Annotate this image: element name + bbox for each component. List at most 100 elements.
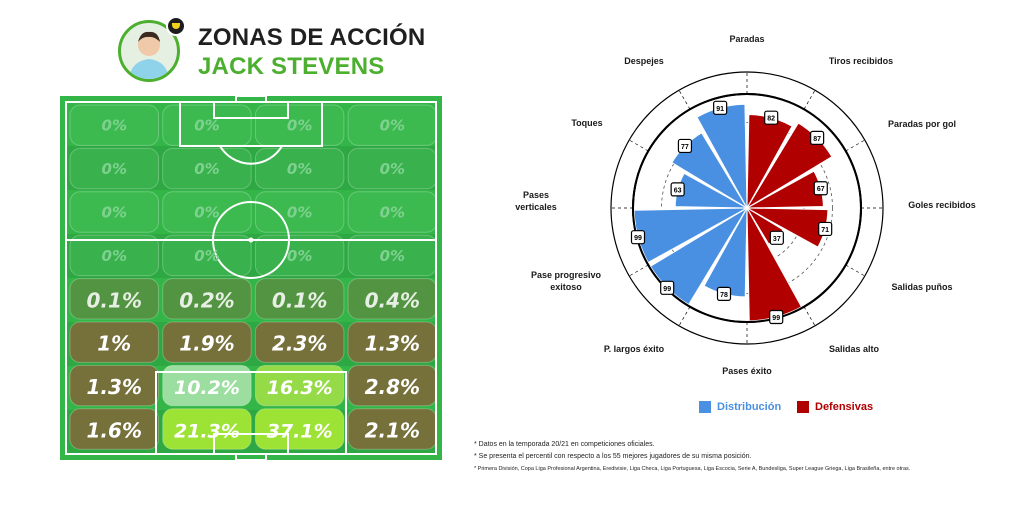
zone-value: 1.3%: [365, 332, 420, 356]
zone-cell: [69, 278, 159, 320]
zone-value: 1%: [97, 332, 131, 356]
zone-value: 0.1%: [272, 288, 327, 312]
radar-value: 71: [821, 227, 829, 234]
zone-value: 0%: [287, 117, 312, 135]
legend-item-defensivas: Defensivas: [797, 401, 873, 413]
zone-value: 2.3%: [272, 332, 327, 356]
radar-axis-label: Paradas por gol: [888, 119, 956, 129]
radar-axis-label: Despejes: [624, 56, 664, 66]
zone-cell: [254, 278, 345, 320]
radar-value-badge: 99: [630, 230, 646, 245]
zone-cell: [69, 191, 159, 233]
zone-cell: [162, 408, 252, 450]
zone-cell: [162, 321, 252, 363]
radar-separator: [803, 90, 816, 110]
legend-label-defensivas: Defensivas: [815, 401, 874, 413]
zone-cell: [162, 191, 252, 233]
radar-value: 99: [663, 286, 671, 293]
radar-frame: [610, 71, 884, 345]
radar-value: 99: [634, 235, 642, 242]
zone-value: 1.9%: [179, 332, 234, 356]
zone-value: 21.3%: [174, 421, 240, 443]
zone-cell: [254, 364, 345, 407]
zone-value: 0%: [380, 160, 405, 178]
radar-value-badge: 37: [769, 230, 784, 245]
radar-axis-label: Pase progresivo exitoso: [531, 270, 602, 292]
radar-axis-label: Toques: [571, 118, 602, 128]
legend-label-distribucion: Distribución: [717, 401, 782, 413]
zone-cell: [254, 147, 345, 190]
percentile-radar-chart: 82 87 67 71 37 99 78 99 99 63 77 91 Paradas Tiros re…: [515, 34, 976, 376]
radar-ring: [689, 150, 805, 266]
zone-value: 0%: [102, 117, 127, 135]
zone-value: 2.8%: [365, 375, 420, 399]
zone-value: 37.1%: [267, 421, 333, 443]
legend-swatch-defensivas: [797, 401, 809, 413]
radar-value: 99: [772, 315, 780, 322]
zone-value: 0%: [380, 247, 405, 265]
zone-value: 0.1%: [87, 288, 142, 312]
radar-value-badge: 91: [713, 100, 728, 115]
radar-ring: [718, 179, 776, 237]
radar-value-badge: 67: [813, 181, 828, 196]
zone-value: 0.4%: [365, 288, 420, 312]
zone-value: 1.6%: [87, 419, 142, 443]
radar-value-badge: 78: [716, 286, 732, 301]
zone-cell: [162, 234, 252, 277]
radar-axis-label: Tiros recibidos: [829, 56, 893, 66]
zone-value: 0%: [194, 204, 219, 222]
radar-axis-label: Salidas puños: [891, 282, 952, 292]
zone-value: 0.2%: [179, 288, 234, 312]
zone-cell: [254, 191, 345, 233]
top-penalty-arc: [219, 145, 283, 165]
radar-separator: [629, 264, 649, 277]
radar-separator: [678, 90, 691, 110]
zone-cell: [69, 147, 159, 190]
footnote-percentile: * Se presenta el percentil con respecto …: [474, 453, 752, 460]
zone-value: 0%: [102, 160, 127, 178]
action-zones-pitch: 0% 0% 0% 0% 0% 0% 0% 0% 0% 0% 0% 0% 0% 0% 0% 0% 0.1% 0.2%…: [60, 96, 442, 460]
radar-ring: [661, 122, 833, 294]
radar-separator: [629, 139, 649, 152]
radar-value: 63: [674, 187, 682, 194]
radar-value: 67: [817, 186, 825, 193]
zone-cell: [254, 234, 345, 277]
zone-cell: [162, 364, 252, 407]
grass-stripe: [66, 146, 436, 190]
radar-separator: [678, 306, 691, 326]
zone-cell: [162, 278, 252, 320]
zone-value: 10.2%: [174, 377, 240, 399]
radar-value-badge: 77: [677, 138, 693, 154]
header: ZONAS DE ACCIÓN JACK STEVENS: [118, 16, 425, 86]
zone-value: 0%: [102, 247, 127, 265]
radar-value-badge: 71: [818, 221, 833, 237]
radar-value: 77: [681, 144, 689, 151]
zone-value: 0%: [380, 117, 405, 135]
radar-value: 78: [720, 292, 728, 299]
zone-cell: [69, 408, 159, 450]
radar-value-badge: 82: [764, 110, 779, 125]
centre-circle: [212, 201, 290, 279]
footnotes: * Datos en la temporada 20/21 en competi…: [474, 439, 910, 475]
radar-value: 87: [813, 136, 821, 143]
zone-value: 2.1%: [365, 419, 420, 443]
radar-value-badge: 99: [769, 309, 784, 325]
footnote-season: * Datos en la temporada 20/21 en competi…: [474, 441, 655, 448]
page-title: ZONAS DE ACCIÓN: [198, 24, 426, 51]
radar-value-badge: 87: [810, 130, 825, 145]
footnote-leagues: * Primera División, Copa Liga Profesiona…: [474, 466, 911, 472]
zone-value: 0%: [194, 117, 219, 135]
zone-cell: [69, 104, 159, 146]
top-goal: [235, 96, 267, 103]
radar-axis-label: Pases verticales: [515, 190, 557, 212]
zone-value: 0%: [287, 204, 312, 222]
radar-value: 82: [767, 116, 775, 123]
zone-value: 1.3%: [87, 375, 142, 399]
zone-value: 16.3%: [267, 377, 333, 399]
radar-axis-label: Pases éxito: [722, 366, 772, 376]
zone-cell: [254, 321, 345, 363]
zone-value: 0%: [380, 204, 405, 222]
radar-separator: [845, 264, 865, 277]
radar-value-badge: 99: [660, 280, 675, 295]
club-badge-icon: [166, 16, 186, 36]
